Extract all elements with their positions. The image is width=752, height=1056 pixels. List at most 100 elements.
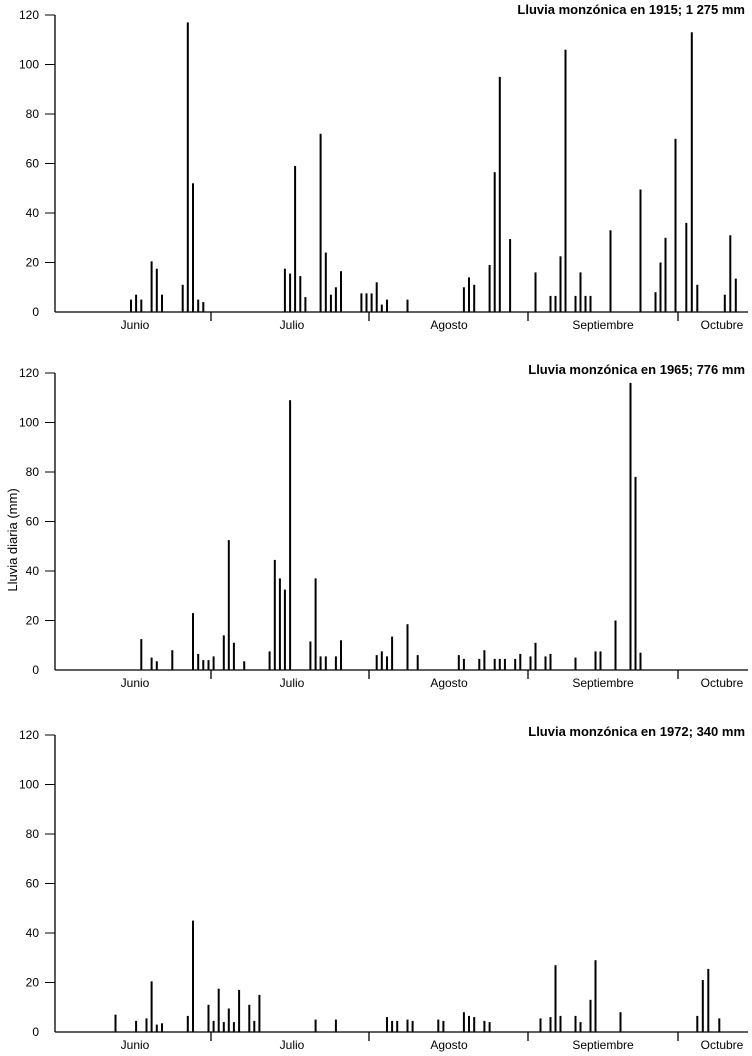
rain-bar (155, 1024, 158, 1032)
rain-bar (375, 282, 378, 312)
rain-bar (549, 295, 552, 312)
rain-bar (437, 1019, 440, 1032)
panel-title: Lluvia monzónica en 1972; 340 mm (528, 724, 745, 739)
rain-bar (614, 620, 617, 670)
y-tick-label: 80 (26, 827, 40, 841)
rain-bar (493, 658, 496, 670)
rain-bar (406, 1019, 409, 1032)
rain-bar (534, 272, 537, 312)
rain-bar (554, 295, 557, 312)
rain-bar (462, 287, 465, 313)
rain-bar (599, 651, 602, 670)
rain-bar (564, 49, 567, 312)
rain-bar (186, 1015, 189, 1032)
y-axis-label: Lluvia diaria (mm) (5, 488, 20, 591)
month-label: Julio (280, 318, 305, 332)
y-tick-label: 60 (26, 515, 40, 529)
rain-bar (268, 651, 271, 670)
rain-bar (589, 295, 592, 312)
rain-bar (140, 299, 143, 312)
rain-bar (253, 1020, 256, 1032)
rain-bar (584, 295, 587, 312)
rain-bar (273, 559, 276, 670)
rain-bar (559, 1015, 562, 1032)
rain-bar (150, 261, 153, 312)
y-tick-label: 40 (26, 206, 40, 220)
month-label: Junio (121, 318, 150, 332)
rain-bar (685, 222, 688, 312)
rain-bar (579, 272, 582, 312)
rain-bar (514, 658, 517, 670)
rain-bar (462, 658, 465, 670)
rain-bar (202, 660, 205, 670)
month-label: Septiembre (572, 676, 634, 690)
rain-bar (375, 655, 378, 670)
rain-bar (278, 578, 281, 670)
rain-bar (114, 1014, 117, 1032)
rain-bar (442, 1020, 445, 1032)
rain-bar (365, 293, 368, 312)
rain-bar (135, 294, 138, 312)
rain-bar (324, 252, 327, 312)
rain-bar (360, 293, 363, 312)
rain-bar (161, 1023, 163, 1032)
rain-bar (589, 999, 592, 1032)
rain-bar (155, 268, 158, 312)
rain-bar (707, 968, 710, 1032)
rain-bar (340, 640, 342, 670)
rain-bar (334, 287, 337, 313)
month-label: Agosto (430, 1038, 468, 1052)
rain-bar (696, 1015, 699, 1032)
rain-bar (391, 1020, 394, 1032)
month-label: Junio (121, 676, 150, 690)
rain-bar (664, 237, 667, 313)
rain-bar (202, 302, 205, 312)
rain-bar (723, 294, 726, 312)
rain-bar (386, 656, 388, 670)
rain-bar (289, 273, 292, 312)
month-label: Agosto (430, 318, 468, 332)
y-tick-label: 60 (26, 157, 40, 171)
rain-bar (232, 1022, 235, 1032)
y-tick-label: 80 (26, 465, 40, 479)
rain-bar (207, 1004, 210, 1032)
rain-bar (498, 76, 501, 313)
rain-bar (729, 235, 732, 312)
rain-bar (594, 960, 597, 1032)
rain-bar (416, 655, 419, 670)
rain-bar (334, 656, 337, 670)
rain-bar (718, 1018, 721, 1032)
rain-bar (150, 981, 153, 1032)
rain-bar (319, 133, 322, 312)
panel-title: Lluvia monzónica en 1965; 776 mm (528, 362, 745, 377)
rain-bar (319, 656, 322, 670)
y-tick-label: 0 (32, 305, 39, 319)
y-tick-label: 120 (19, 366, 39, 380)
y-tick-label: 0 (32, 663, 39, 677)
rain-bar (299, 276, 302, 312)
rain-bar (222, 1022, 225, 1032)
rain-bar (654, 292, 657, 312)
month-label: Septiembre (572, 318, 634, 332)
y-tick-label: 100 (19, 778, 39, 792)
y-tick-label: 120 (19, 728, 39, 742)
rain-bar (192, 920, 194, 1032)
rain-bar (217, 988, 220, 1032)
rain-bar (192, 183, 194, 312)
month-label: Septiembre (572, 1038, 634, 1052)
rain-bar (145, 1018, 148, 1032)
rain-bar (391, 636, 394, 670)
rain-bar (238, 989, 241, 1032)
rain-bar (289, 400, 292, 670)
rain-bar (232, 642, 235, 670)
rain-bar (559, 256, 562, 312)
rain-bar (396, 1020, 399, 1032)
rain-bar (181, 284, 184, 312)
rain-bar (488, 265, 491, 312)
rain-bar (468, 1015, 470, 1032)
rain-bar (619, 1012, 622, 1032)
rain-bar (473, 1017, 476, 1032)
rain-bar (329, 294, 332, 312)
month-label: Octubre (701, 676, 744, 690)
